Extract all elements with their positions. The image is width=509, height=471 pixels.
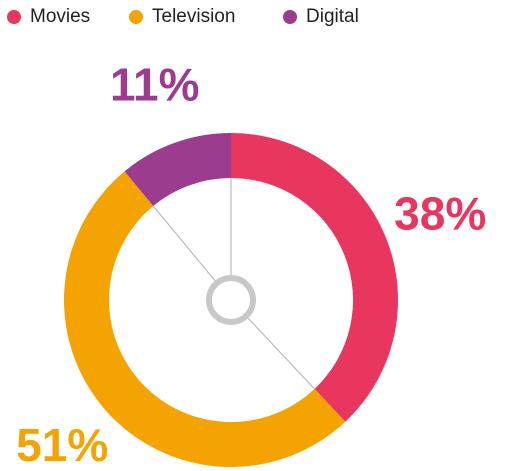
legend-marker bbox=[129, 10, 143, 24]
donut-segment bbox=[124, 133, 231, 206]
donut-segment bbox=[231, 133, 398, 422]
legend-label: Movies bbox=[30, 6, 90, 27]
divider-line bbox=[152, 205, 216, 282]
center-ring bbox=[206, 275, 256, 325]
legend-label: Television bbox=[152, 6, 235, 27]
legend-label: Digital bbox=[306, 6, 359, 27]
value-label: 11% bbox=[110, 58, 200, 110]
legend-marker bbox=[7, 10, 21, 24]
value-label: 51% bbox=[16, 419, 108, 471]
value-label: 38% bbox=[394, 187, 486, 239]
legend-marker bbox=[283, 10, 297, 24]
divider-line bbox=[247, 317, 315, 390]
donut-segment bbox=[64, 171, 346, 467]
